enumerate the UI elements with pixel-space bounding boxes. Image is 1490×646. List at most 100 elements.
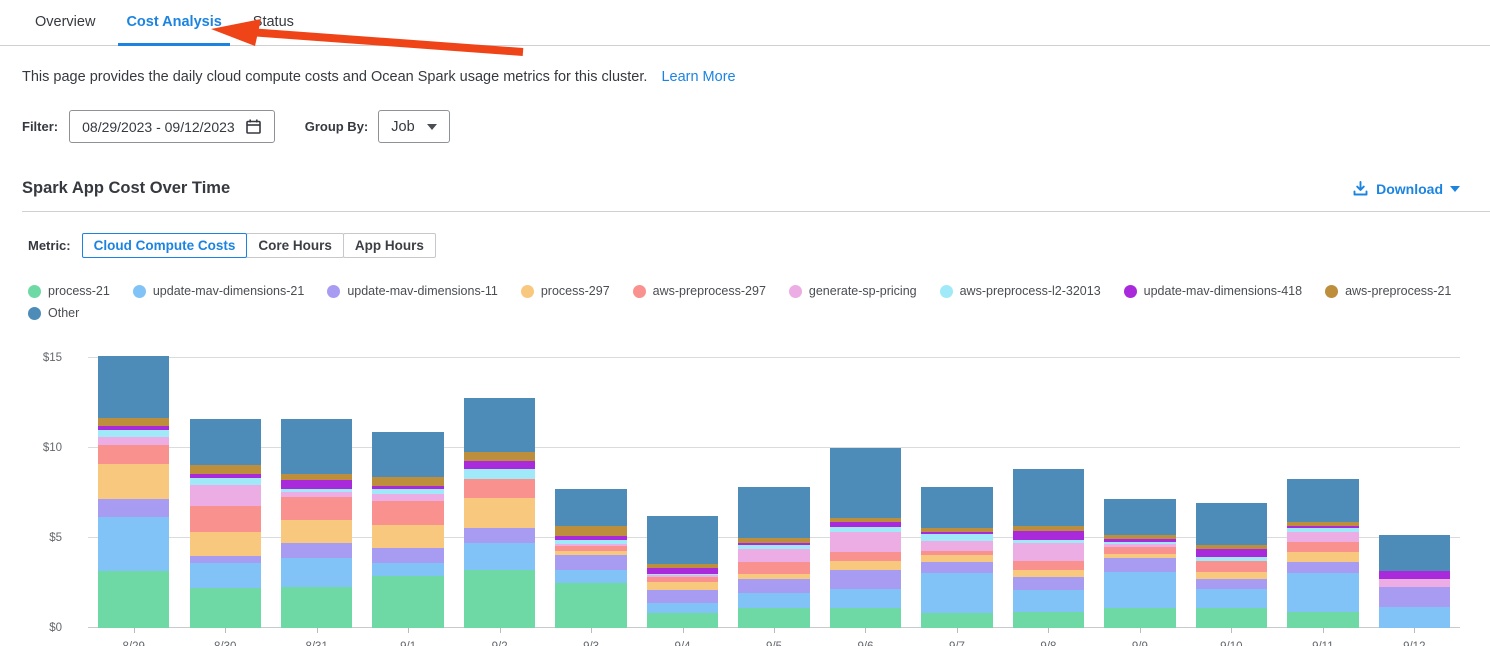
bar-segment-aws-preprocess-21[interactable] (372, 476, 444, 486)
legend-item-aws-preprocess-l2-32013[interactable]: aws-preprocess-l2-32013 (939, 284, 1101, 298)
legend-item-Other[interactable]: Other (28, 306, 79, 320)
bar-segment-update-mav-dimensions-418[interactable] (646, 567, 719, 575)
bar-segment-aws-preprocess-21[interactable] (738, 538, 810, 543)
bar-segment-generate-sp-pricing[interactable] (1104, 544, 1176, 548)
bar-segment-update-mav-dimensions-11[interactable] (646, 590, 719, 603)
bar-segment-Other[interactable] (281, 419, 353, 475)
metric-option-cloud-compute-costs[interactable]: Cloud Compute Costs (81, 233, 248, 258)
bar-segment-update-mav-dimensions-418[interactable] (1195, 548, 1268, 557)
bar-segment-aws-preprocess-21[interactable] (463, 451, 536, 461)
bar-segment-update-mav-dimensions-418[interactable] (1287, 526, 1359, 529)
bar-segment-update-mav-dimensions-21[interactable] (281, 557, 353, 587)
bar-segment-Other[interactable] (372, 431, 444, 477)
bar-segment-update-mav-dimensions-11[interactable] (738, 579, 810, 593)
bar-segment-update-mav-dimensions-21[interactable] (189, 563, 261, 588)
bar-segment-Other[interactable] (921, 486, 993, 529)
bar-segment-update-mav-dimensions-418[interactable] (98, 426, 170, 431)
bar-segment-process-21[interactable] (463, 570, 536, 628)
bar-segment-process-297[interactable] (1104, 554, 1176, 558)
bar-segment-aws-preprocess-l2-32013[interactable] (189, 477, 261, 485)
bar-segment-aws-preprocess-21[interactable] (829, 518, 902, 522)
date-range-input[interactable]: 08/29/2023 - 09/12/2023 (69, 110, 275, 143)
bar-segment-aws-preprocess-21[interactable] (646, 564, 719, 568)
bar-segment-Other[interactable] (463, 397, 536, 452)
bar-segment-process-297[interactable] (372, 524, 444, 548)
bar-segment-update-mav-dimensions-418[interactable] (372, 485, 444, 489)
bar-segment-update-mav-dimensions-11[interactable] (189, 556, 261, 564)
bar-segment-process-21[interactable] (1012, 611, 1085, 628)
bar-segment-update-mav-dimensions-418[interactable] (1104, 538, 1176, 542)
bar-segment-generate-sp-pricing[interactable] (372, 493, 444, 502)
bar-segment-update-mav-dimensions-11[interactable] (1195, 579, 1268, 590)
bar-segment-update-mav-dimensions-418[interactable] (1012, 530, 1085, 540)
legend-item-aws-preprocess-297[interactable]: aws-preprocess-297 (632, 284, 766, 298)
bar-segment-process-21[interactable] (646, 612, 719, 628)
bar-segment-aws-preprocess-297[interactable] (1012, 560, 1085, 570)
legend-item-update-mav-dimensions-11[interactable]: update-mav-dimensions-11 (327, 284, 498, 298)
bar-segment-process-21[interactable] (1195, 608, 1268, 628)
bar-segment-update-mav-dimensions-21[interactable] (463, 542, 536, 571)
bar-segment-process-297[interactable] (463, 497, 536, 529)
bar-segment-aws-preprocess-297[interactable] (555, 546, 627, 551)
bar-segment-update-mav-dimensions-418[interactable] (463, 460, 536, 469)
legend-item-update-mav-dimensions-21[interactable]: update-mav-dimensions-21 (132, 284, 304, 298)
bar-segment-aws-preprocess-297[interactable] (98, 445, 170, 465)
bar-segment-generate-sp-pricing[interactable] (829, 531, 902, 553)
bar-segment-update-mav-dimensions-418[interactable] (189, 474, 261, 478)
tab-cost-analysis[interactable]: Cost Analysis (118, 0, 230, 46)
bar-segment-generate-sp-pricing[interactable] (738, 548, 810, 563)
bar-segment-aws-preprocess-l2-32013[interactable] (1195, 556, 1268, 561)
bar-segment-update-mav-dimensions-21[interactable] (1378, 607, 1450, 628)
bar-segment-update-mav-dimensions-11[interactable] (921, 562, 993, 574)
bar-segment-process-297[interactable] (1287, 552, 1359, 563)
bar-segment-aws-preprocess-21[interactable] (1287, 521, 1359, 527)
bar-segment-update-mav-dimensions-21[interactable] (1195, 589, 1268, 609)
bar-segment-generate-sp-pricing[interactable] (1195, 560, 1268, 562)
bar-segment-Other[interactable] (1287, 478, 1359, 522)
bar-segment-generate-sp-pricing[interactable] (921, 540, 993, 551)
bar-segment-aws-preprocess-l2-32013[interactable] (646, 574, 719, 575)
bar-segment-process-21[interactable] (98, 571, 170, 628)
bar-segment-process-21[interactable] (738, 608, 810, 628)
bar-segment-generate-sp-pricing[interactable] (1287, 531, 1359, 542)
bar-segment-aws-preprocess-l2-32013[interactable] (1287, 528, 1359, 532)
bar-segment-update-mav-dimensions-418[interactable] (281, 479, 353, 489)
bar-segment-aws-preprocess-297[interactable] (1104, 547, 1176, 555)
bar-segment-aws-preprocess-l2-32013[interactable] (98, 430, 170, 438)
bar-segment-generate-sp-pricing[interactable] (646, 574, 719, 577)
bar-segment-aws-preprocess-297[interactable] (921, 550, 993, 556)
bar-segment-aws-preprocess-21[interactable] (555, 526, 627, 537)
bar-segment-aws-preprocess-21[interactable] (98, 418, 170, 427)
bar-segment-aws-preprocess-21[interactable] (281, 474, 353, 480)
bar-segment-Other[interactable] (1104, 499, 1176, 536)
group-by-select[interactable]: Job (378, 110, 450, 143)
bar-segment-Other[interactable] (1378, 535, 1450, 572)
bar-segment-update-mav-dimensions-11[interactable] (1378, 586, 1450, 608)
metric-option-core-hours[interactable]: Core Hours (246, 233, 344, 258)
bar-segment-update-mav-dimensions-11[interactable] (1012, 576, 1085, 591)
bar-segment-Other[interactable] (646, 515, 719, 565)
bar-segment-process-21[interactable] (1104, 608, 1176, 628)
tab-overview[interactable]: Overview (35, 13, 96, 30)
bar-segment-aws-preprocess-297[interactable] (189, 505, 261, 532)
bar-segment-update-mav-dimensions-11[interactable] (555, 555, 627, 571)
bar-segment-update-mav-dimensions-21[interactable] (829, 589, 902, 609)
bar-segment-update-mav-dimensions-418[interactable] (829, 521, 902, 528)
bar-segment-process-297[interactable] (921, 555, 993, 563)
bar-segment-aws-preprocess-21[interactable] (1012, 526, 1085, 531)
bar-segment-update-mav-dimensions-418[interactable] (738, 542, 810, 546)
bar-segment-aws-preprocess-297[interactable] (463, 478, 536, 498)
bar-segment-aws-preprocess-l2-32013[interactable] (1104, 541, 1176, 545)
bar-segment-update-mav-dimensions-11[interactable] (1287, 562, 1359, 574)
bar-segment-process-297[interactable] (1195, 572, 1268, 580)
bar-segment-update-mav-dimensions-21[interactable] (555, 570, 627, 583)
bar-segment-process-21[interactable] (189, 587, 261, 628)
bar-segment-generate-sp-pricing[interactable] (189, 484, 261, 506)
bar-segment-update-mav-dimensions-21[interactable] (372, 563, 444, 576)
bar-segment-process-297[interactable] (189, 531, 261, 557)
bar-segment-process-21[interactable] (829, 608, 902, 628)
legend-item-aws-preprocess-21[interactable]: aws-preprocess-21 (1325, 284, 1451, 298)
bar-segment-update-mav-dimensions-21[interactable] (738, 592, 810, 609)
bar-segment-update-mav-dimensions-21[interactable] (1104, 572, 1176, 609)
bar-segment-Other[interactable] (1012, 468, 1085, 527)
